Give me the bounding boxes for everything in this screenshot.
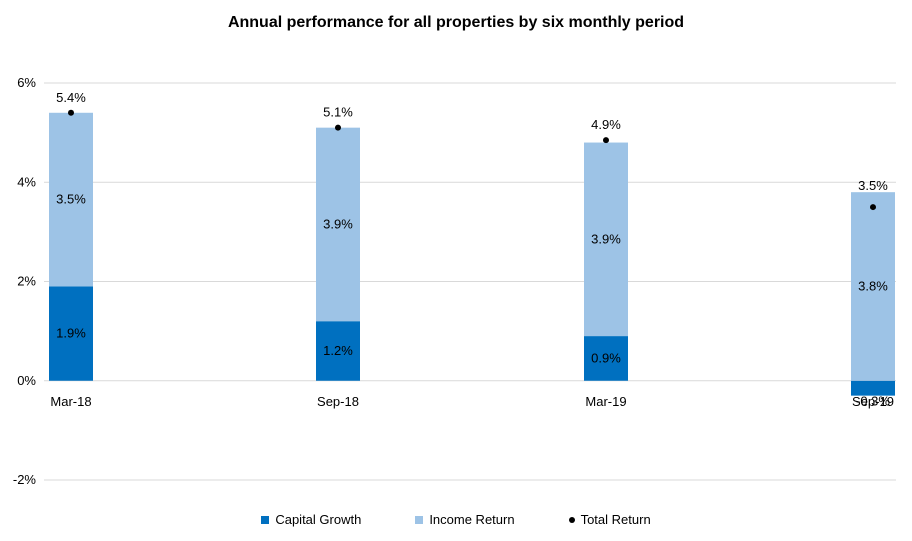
y-tick-label: -2% [13,472,37,487]
legend-item-capital-growth: Capital Growth [261,512,361,527]
legend-label-total-return: Total Return [580,512,651,527]
data-label-total-return: 3.5% [858,178,888,193]
legend-marker-total-return [568,516,575,523]
data-label-income-return: 3.9% [323,216,353,231]
y-tick-label: 0% [17,373,36,388]
data-label-capital-growth: 1.9% [56,326,86,341]
data-label-capital-growth: 1.2% [323,343,353,358]
data-label-income-return: 3.9% [591,231,621,246]
data-label-capital-growth: -0.3% [856,394,890,409]
chart-title: Annual performance for all properties by… [227,14,685,31]
y-tick-label: 2% [17,274,36,289]
point-total-return [335,124,341,131]
data-label-income-return: 3.5% [56,192,86,207]
point-total-return [68,109,74,116]
point-total-return [603,137,609,144]
data-label-income-return: 3.8% [858,278,888,293]
legend-item-income-return: Income Return [415,512,515,527]
bar-capital-growth [49,286,93,381]
point-total-return [870,204,876,211]
legend-item-total-return: Total Return [568,512,651,527]
x-tick-label: Mar-18 [50,394,91,409]
x-tick-label: Sep-18 [317,394,359,409]
data-label-total-return: 5.1% [323,105,353,120]
legend-label-income-return: Income Return [429,512,515,527]
data-label-capital-growth: 0.9% [591,350,621,365]
data-label-total-return: 4.9% [591,117,621,132]
bar-income-return [316,127,360,322]
bar-capital-growth [851,380,895,396]
data-label-total-return: 5.4% [56,90,86,105]
bar-income-return [584,142,628,337]
bar-income-return [851,192,895,381]
y-tick-label: 4% [17,174,36,189]
bar-capital-growth [584,336,628,381]
chart-legend: Capital Growth Income Return Total Retur… [0,512,912,527]
x-tick-label: Sep-19 [852,394,894,409]
bar-income-return [49,112,93,287]
legend-swatch-capital-growth [261,515,270,524]
bar-capital-growth [316,321,360,381]
y-tick-label: 6% [17,75,36,90]
legend-label-capital-growth: Capital Growth [275,512,362,527]
x-tick-label: Mar-19 [585,394,626,409]
legend-swatch-income-return [415,515,424,524]
